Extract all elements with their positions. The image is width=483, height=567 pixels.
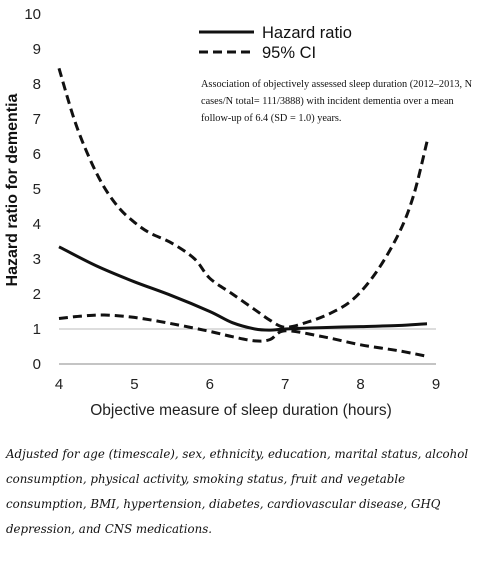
y-tick-label: 8	[33, 76, 41, 93]
x-tick-label: 4	[55, 376, 63, 393]
x-tick-label: 8	[356, 376, 364, 393]
x-tick-label: 7	[281, 376, 289, 393]
y-tick-label: 0	[33, 356, 41, 373]
series-layer	[57, 67, 429, 358]
y-tick-label: 4	[33, 216, 41, 233]
legend-label-ci: 95% CI	[262, 44, 316, 62]
series-ci-lower-line	[58, 313, 428, 358]
y-tick-label: 3	[33, 251, 41, 268]
y-tick-label: 7	[33, 111, 41, 128]
y-axis-title: Hazard ratio for dementia	[4, 93, 21, 286]
x-axis-ticks: 4 5 6 7 8 9	[55, 376, 440, 393]
series-hazard-ratio-line	[58, 245, 428, 332]
x-tick-label: 6	[206, 376, 214, 393]
chart-annotation: Association of objectively assessed slee…	[201, 79, 473, 124]
y-tick-label: 1	[33, 321, 41, 338]
y-axis-ticks: 0 1 2 3 4 5 6 7 8 9 10	[24, 6, 41, 373]
x-axis-title: Objective measure of sleep duration (hou…	[90, 402, 392, 419]
footnote: Adjusted for age (timescale), sex, ethni…	[6, 447, 469, 536]
y-tick-label: 6	[33, 146, 41, 163]
legend-label-hazard-ratio: Hazard ratio	[262, 24, 352, 42]
y-tick-label: 2	[33, 286, 41, 303]
series-ci-upper-line	[57, 67, 429, 329]
y-tick-label: 5	[33, 181, 41, 198]
x-tick-label: 9	[432, 376, 440, 393]
y-tick-label: 9	[33, 41, 41, 58]
legend: Hazard ratio 95% CI	[199, 24, 352, 62]
x-tick-label: 5	[130, 376, 138, 393]
y-tick-label: 10	[24, 6, 41, 23]
